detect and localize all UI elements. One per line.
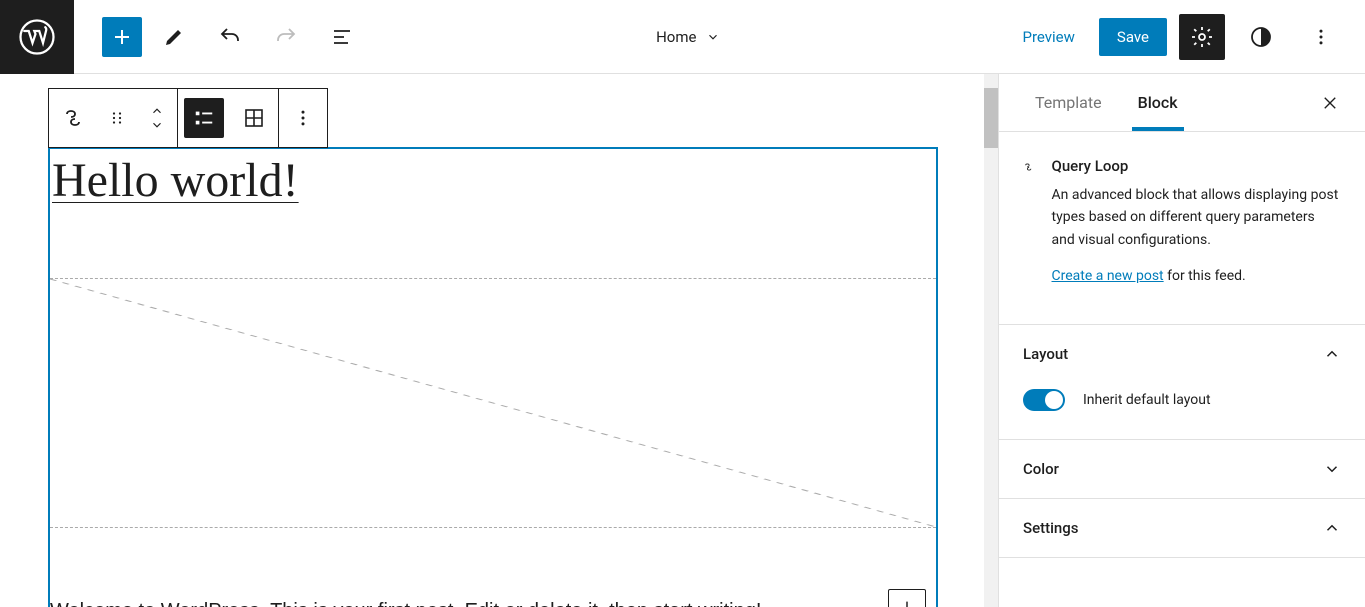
query-loop-block[interactable]: Hello world! Welcome to WordPress. This … xyxy=(48,147,938,607)
styles-button[interactable] xyxy=(1237,13,1285,61)
chevron-up-icon xyxy=(150,104,164,118)
topbar-right-tools: Preview Save xyxy=(1011,13,1365,61)
chevron-down-icon xyxy=(1323,460,1341,478)
scrollbar-thumb[interactable] xyxy=(984,88,998,148)
link-suffix: for this feed. xyxy=(1164,268,1246,284)
drag-icon xyxy=(108,109,126,127)
settings-sidebar: Template Block Query Loop An advanced bl… xyxy=(998,74,1365,607)
panel-settings-title: Settings xyxy=(1023,519,1079,537)
panel-settings-header[interactable]: Settings xyxy=(999,499,1365,557)
panel-settings: Settings xyxy=(999,499,1365,558)
query-loop-icon xyxy=(61,106,85,130)
gear-icon xyxy=(1190,25,1214,49)
page-title-text: Home xyxy=(656,28,696,46)
display-grid-button[interactable] xyxy=(230,89,278,147)
chevron-down-icon xyxy=(150,118,164,132)
post-title[interactable]: Hello world! xyxy=(50,149,936,218)
list-layout-icon xyxy=(193,107,215,129)
create-post-link[interactable]: Create a new post xyxy=(1052,268,1164,284)
plus-icon xyxy=(896,597,918,607)
move-updown[interactable] xyxy=(137,89,177,147)
inherit-layout-toggle[interactable] xyxy=(1023,389,1065,411)
document-title[interactable]: Home xyxy=(366,28,1011,46)
edit-tool-button[interactable] xyxy=(150,13,198,61)
panel-color-title: Color xyxy=(1023,460,1059,478)
block-toolbar xyxy=(48,88,328,148)
block-card: Query Loop An advanced block that allows… xyxy=(999,132,1365,325)
chevron-down-icon xyxy=(706,30,720,44)
panel-layout-header[interactable]: Layout xyxy=(999,325,1365,383)
display-list-button[interactable] xyxy=(184,98,224,138)
panel-layout-body: Inherit default layout xyxy=(999,383,1365,439)
post-excerpt[interactable]: Welcome to WordPress. This is your first… xyxy=(50,600,936,607)
featured-image-placeholder[interactable] xyxy=(50,278,936,528)
panel-layout-title: Layout xyxy=(1023,345,1068,363)
more-options-button[interactable] xyxy=(1297,13,1345,61)
dots-vertical-icon xyxy=(293,108,313,128)
chevron-up-icon xyxy=(1323,345,1341,363)
tab-template[interactable]: Template xyxy=(1017,75,1120,130)
query-loop-icon xyxy=(1023,154,1034,180)
redo-button[interactable] xyxy=(262,13,310,61)
main-area: Hello world! Welcome to WordPress. This … xyxy=(0,74,1365,607)
list-view-button[interactable] xyxy=(318,13,366,61)
panel-color-header[interactable]: Color xyxy=(999,440,1365,498)
inherit-layout-label: Inherit default layout xyxy=(1083,392,1211,408)
add-block-button[interactable] xyxy=(102,17,142,57)
preview-button[interactable]: Preview xyxy=(1011,20,1087,54)
editor-canvas[interactable]: Hello world! Welcome to WordPress. This … xyxy=(0,74,998,607)
save-button[interactable]: Save xyxy=(1099,18,1167,56)
tab-block[interactable]: Block xyxy=(1120,75,1196,130)
scrollbar-track xyxy=(984,74,998,607)
append-block-button[interactable] xyxy=(888,589,926,607)
panel-color: Color xyxy=(999,440,1365,499)
settings-button[interactable] xyxy=(1179,14,1225,60)
block-card-description: An advanced block that allows displaying… xyxy=(1052,184,1342,251)
drag-handle[interactable] xyxy=(97,89,137,147)
block-type-button[interactable] xyxy=(49,89,97,147)
undo-button[interactable] xyxy=(206,13,254,61)
close-icon xyxy=(1321,94,1339,112)
block-card-link-line: Create a new post for this feed. xyxy=(1052,265,1342,287)
contrast-icon xyxy=(1249,25,1273,49)
close-sidebar-button[interactable] xyxy=(1313,86,1347,120)
top-toolbar: Home Preview Save xyxy=(0,0,1365,74)
block-more-button[interactable] xyxy=(279,89,327,147)
sidebar-tabs: Template Block xyxy=(999,74,1365,132)
topbar-left-tools xyxy=(74,13,366,61)
chevron-up-icon xyxy=(1323,519,1341,537)
dots-vertical-icon xyxy=(1311,27,1331,47)
panel-layout: Layout Inherit default layout xyxy=(999,325,1365,440)
block-card-title: Query Loop xyxy=(1052,154,1342,178)
grid-layout-icon xyxy=(242,106,266,130)
wordpress-logo[interactable] xyxy=(0,0,74,74)
